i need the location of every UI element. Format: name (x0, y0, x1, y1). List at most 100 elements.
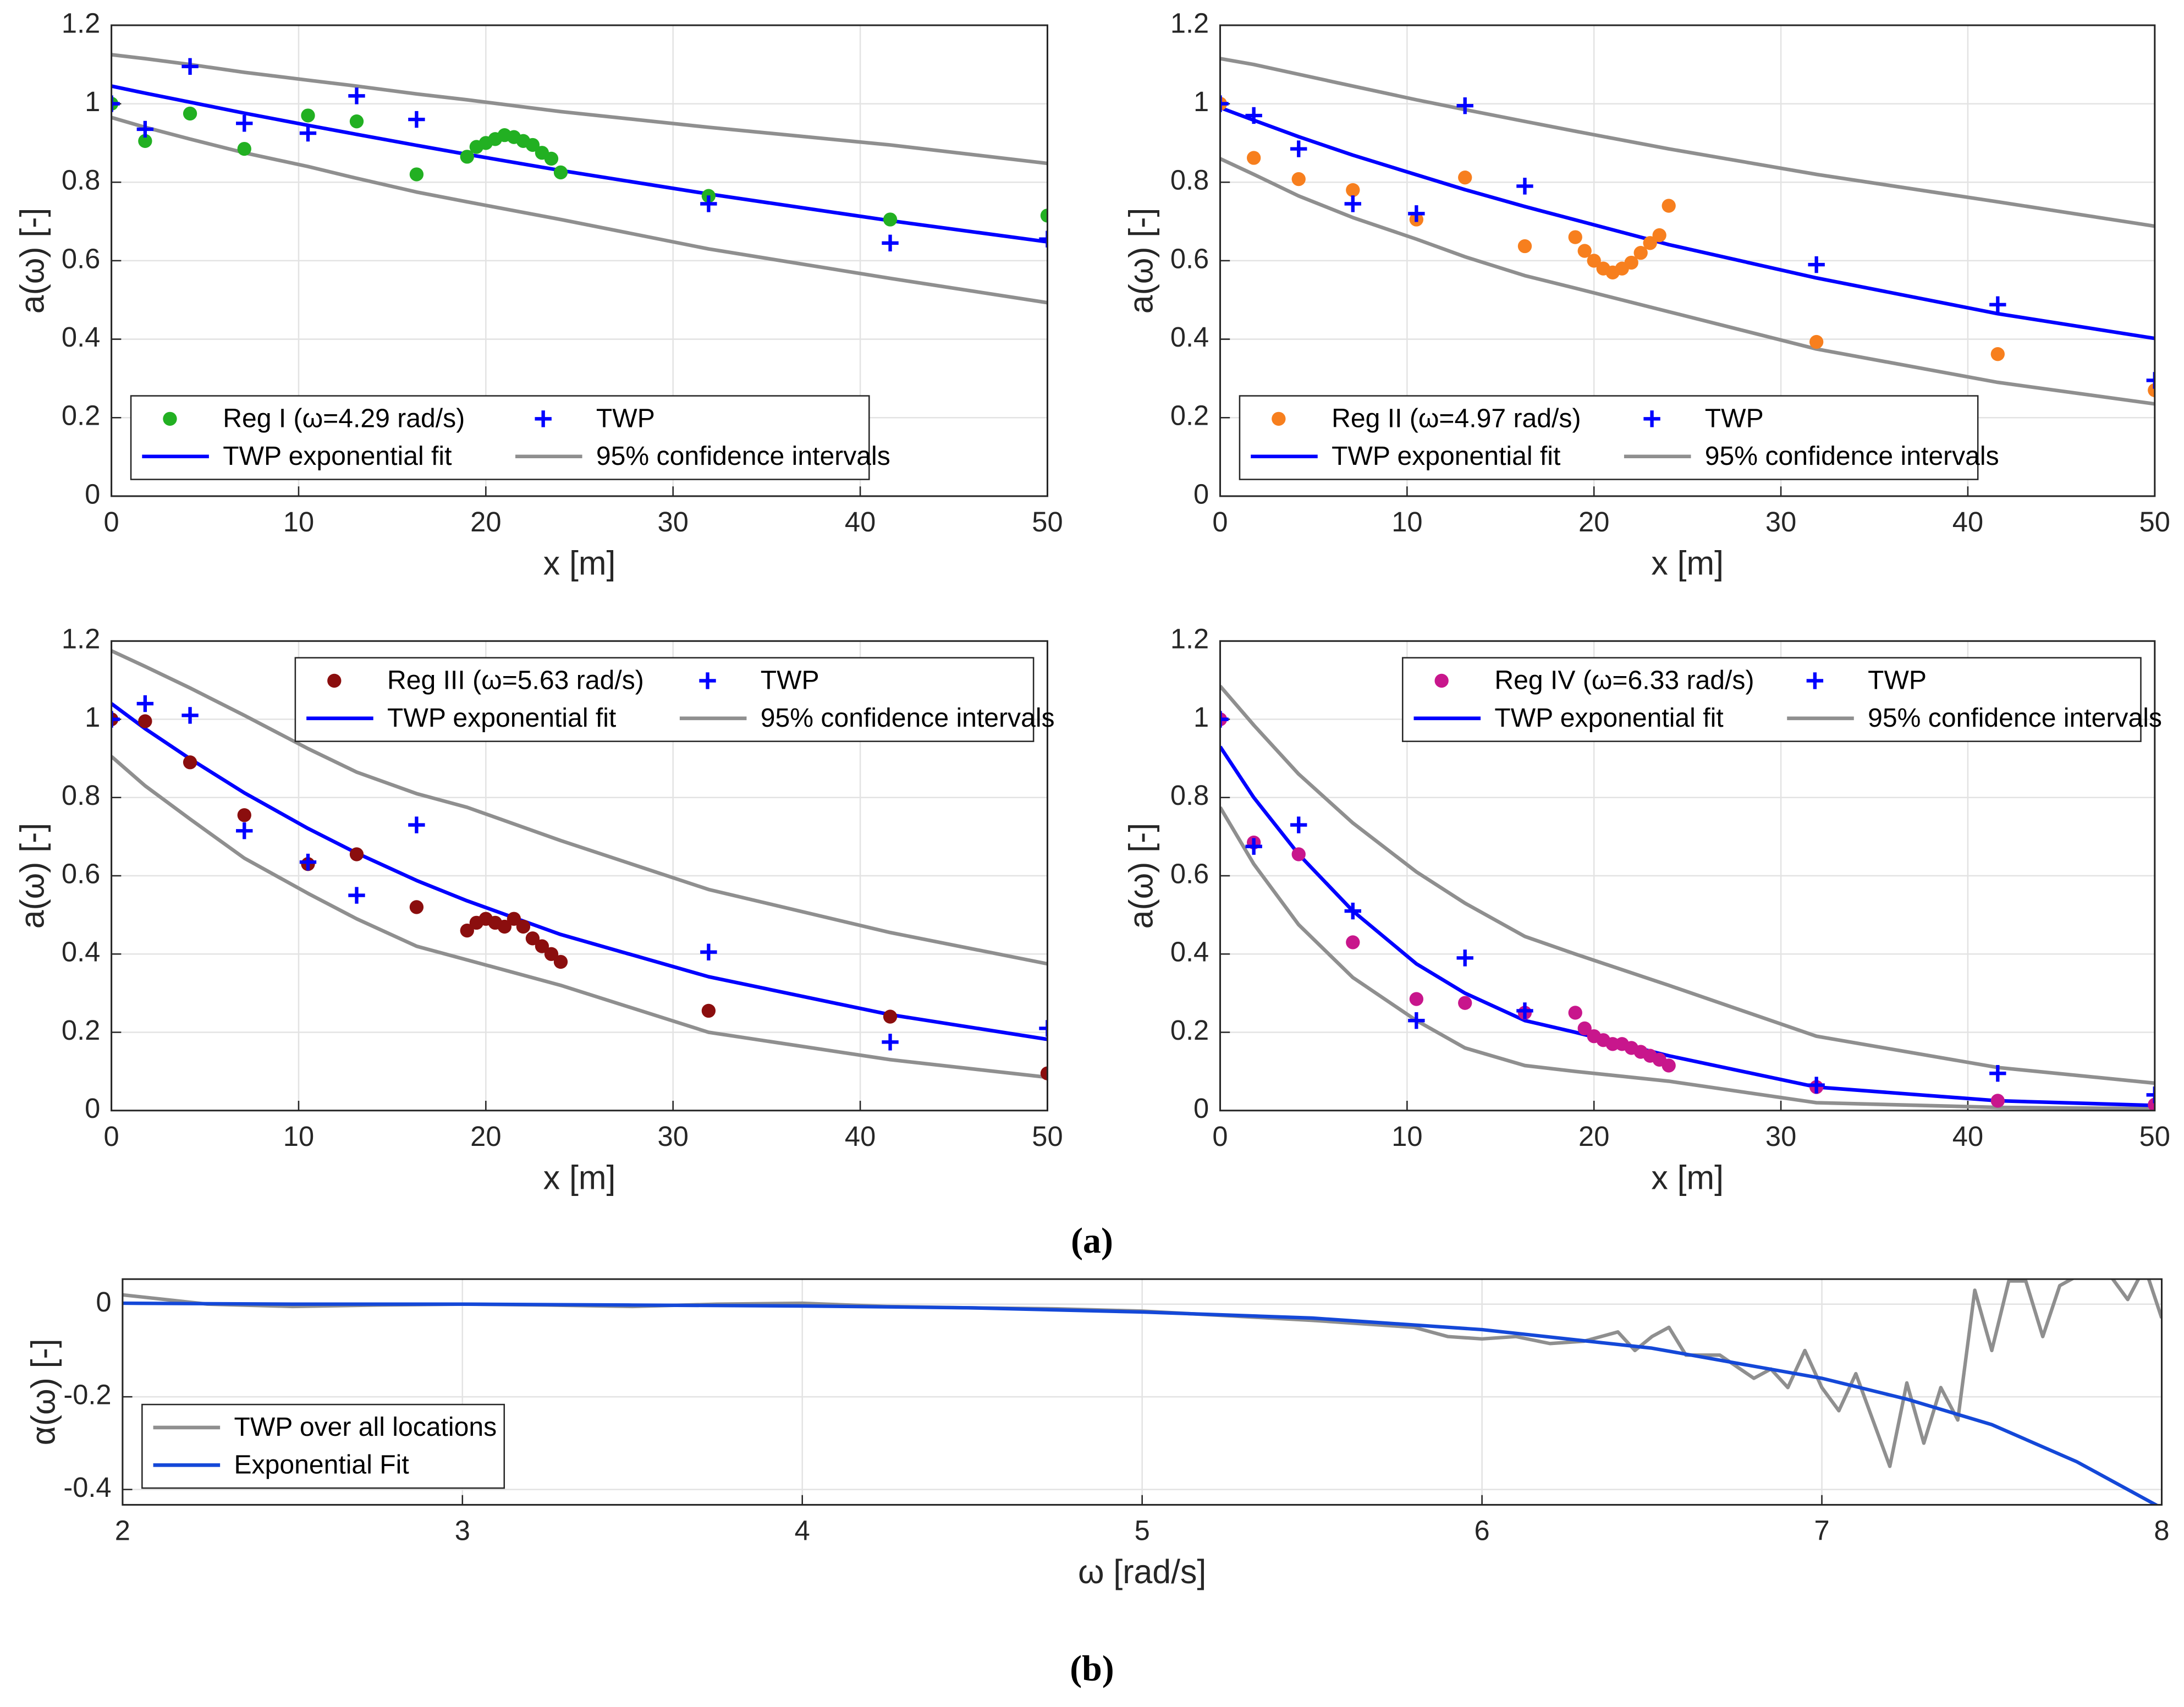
data-point (701, 1003, 716, 1018)
legend-label: TWP exponential fit (1494, 703, 1724, 733)
data-point (1990, 1094, 2005, 1108)
data-point (544, 151, 559, 166)
y-tick-label: 0.2 (62, 1014, 100, 1046)
y-tick-label: 0.8 (1170, 780, 1209, 811)
y-tick-label: 0 (1193, 1093, 1209, 1124)
x-tick-label: 0 (1212, 1121, 1228, 1152)
data-point (181, 58, 199, 75)
data-point (299, 124, 317, 142)
series-line (111, 53, 1048, 166)
y-axis-label: α(ω) [-] (25, 1338, 62, 1445)
data-point (1517, 239, 1532, 254)
legend-label: TWP exponential fit (387, 703, 617, 733)
legend-box (1239, 395, 1979, 480)
data-point (301, 108, 315, 123)
data-point (882, 1034, 899, 1051)
y-tick-label: 0 (1193, 478, 1209, 509)
y-tick-label: 1 (85, 86, 100, 117)
legend-label: Reg II (ω=4.97 rad/s) (1332, 404, 1581, 433)
x-tick-label: 40 (845, 506, 876, 537)
data-point (1577, 1021, 1592, 1036)
axes-box (111, 24, 1048, 497)
data-point (1662, 199, 1676, 213)
legend-box (141, 1403, 505, 1489)
data-point (1990, 347, 2005, 361)
data-point (138, 714, 152, 728)
x-tick-label: 40 (1952, 1121, 1983, 1152)
data-point (2146, 1086, 2155, 1104)
x-axis-label: x [m] (1651, 1159, 1724, 1196)
data-point (535, 939, 549, 953)
x-tick-label: 10 (1391, 1121, 1422, 1152)
series-line (111, 84, 1048, 244)
x-tick-label: 30 (1765, 1121, 1796, 1152)
data-point (1220, 95, 1229, 112)
data-point (1458, 171, 1472, 185)
data-point (1456, 949, 1473, 967)
caption-a: (a) (1071, 1221, 1113, 1261)
data-point (1291, 847, 1306, 861)
data-point (507, 912, 521, 926)
x-tick-label: 20 (1578, 506, 1609, 537)
x-tick-label: 0 (104, 1121, 119, 1152)
series-line (1220, 57, 2155, 228)
x-tick-label: 30 (1765, 506, 1796, 537)
x-tick-label: 5 (1135, 1514, 1150, 1546)
data-point (1346, 183, 1360, 197)
y-tick-label: 1.2 (62, 623, 100, 655)
x-tick-label: 7 (1814, 1514, 1829, 1546)
y-tick-label: 0.8 (62, 780, 100, 811)
series-line (122, 1301, 2160, 1505)
caption-b: (b) (1070, 1648, 1114, 1688)
data-point (349, 114, 364, 129)
data-point (111, 711, 120, 728)
data-point (544, 947, 559, 961)
data-point (1344, 902, 1361, 920)
data-point (111, 95, 120, 112)
axes-box (1219, 24, 2156, 497)
legend-label: Reg IV (ω=6.33 rad/s) (1494, 666, 1754, 695)
x-axis-label: x [m] (1651, 545, 1724, 582)
x-tick-label: 4 (795, 1514, 810, 1546)
data-point (183, 106, 197, 121)
legend-symbol (1806, 672, 1824, 689)
x-tick-label: 50 (2139, 506, 2170, 537)
y-tick-label: 1 (85, 701, 100, 733)
y-axis-label: a(ω) [-] (1122, 823, 1159, 929)
data-point (409, 167, 424, 182)
data-point (237, 141, 251, 156)
y-tick-label: 0.2 (62, 400, 100, 431)
x-tick-label: 8 (2154, 1514, 2169, 1546)
x-tick-label: 0 (1212, 506, 1228, 537)
legend-label: 95% confidence intervals (1868, 703, 2162, 733)
x-tick-label: 20 (470, 1121, 501, 1152)
data-point (1290, 816, 1307, 833)
x-tick-label: 0 (104, 506, 119, 537)
series-line (111, 649, 1048, 966)
legend-label: 95% confidence intervals (761, 703, 1055, 733)
x-tick-label: 10 (283, 506, 314, 537)
y-tick-label: 0.4 (1170, 321, 1209, 353)
x-tick-label: 50 (1032, 1121, 1063, 1152)
data-point (1989, 296, 2006, 313)
data-point (236, 822, 253, 839)
y-tick-label: -0.2 (63, 1379, 111, 1410)
data-point (1291, 172, 1306, 186)
legend-symbol (163, 411, 177, 426)
data-point (1989, 1064, 2006, 1082)
data-point (136, 120, 154, 138)
y-tick-label: 0.6 (62, 858, 100, 889)
y-axis-label: a(ω) [-] (1122, 208, 1159, 314)
legend-label: TWP over all locations (234, 1412, 497, 1442)
data-point (1247, 151, 1261, 165)
data-point (136, 695, 154, 712)
legend: Reg IV (ω=6.33 rad/s) TWP TWP exponential … (1401, 657, 2162, 742)
data-point (516, 919, 531, 934)
x-axis-label: ω [rad/s] (1078, 1553, 1206, 1590)
data-point (1568, 1006, 1582, 1020)
y-tick-label: 0.8 (1170, 164, 1209, 196)
data-point (883, 212, 898, 227)
data-point (553, 954, 568, 969)
data-point (408, 111, 425, 128)
data-point (1245, 838, 1262, 855)
